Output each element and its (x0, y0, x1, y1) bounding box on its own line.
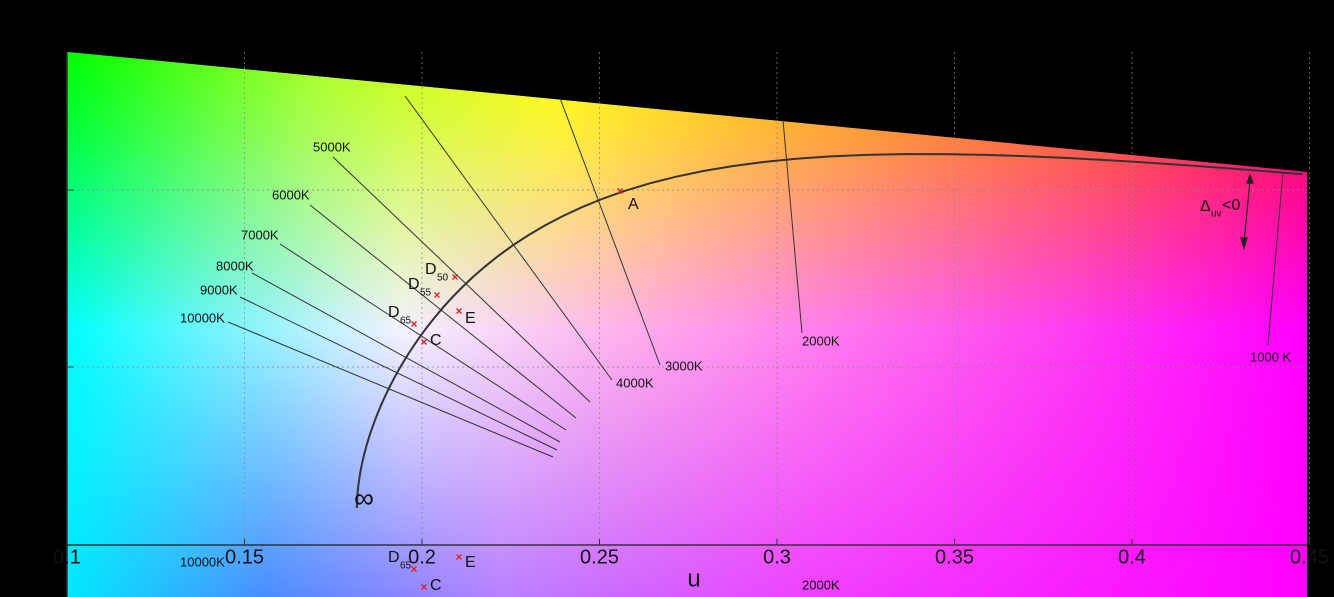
point-marker (617, 188, 623, 194)
isotherm (559, 97, 661, 366)
lower-label: E (465, 554, 476, 571)
point-marker (456, 554, 462, 560)
isotherm (1267, 171, 1284, 346)
infinity: ∞ (354, 482, 374, 513)
isotherm-label: 5000K (313, 139, 351, 154)
isotherm-label: 9000K (200, 282, 238, 297)
lower-sub: 65 (400, 561, 412, 572)
point-marker (421, 339, 427, 345)
x-tick-label: 0.3 (763, 546, 791, 568)
point-label: D (425, 261, 437, 278)
point-marker (411, 321, 417, 327)
isotherm (404, 95, 613, 381)
delta-sub: uv (1211, 209, 1222, 220)
lower-label: 2000K (802, 577, 840, 592)
isotherm (227, 321, 554, 458)
isotherm (782, 119, 803, 334)
x-tick-label: 0.4 (1118, 546, 1146, 568)
point-marker (452, 274, 458, 280)
point-marker (411, 566, 417, 572)
isotherm-label: 7000K (241, 227, 279, 242)
point-label: D (388, 304, 400, 321)
isotherm-label: 4000K (616, 375, 654, 390)
x-tick-label: 0.25 (580, 546, 619, 568)
point-marker (421, 584, 427, 590)
point-label: C (430, 332, 442, 349)
isotherms (227, 95, 1284, 458)
isotherm-label: 8000K (216, 258, 254, 273)
point-label: D (408, 276, 420, 293)
point-label: A (628, 196, 639, 213)
point-sub: 55 (420, 288, 432, 299)
x-tick-label: 0.15 (225, 546, 264, 568)
point-sub: 50 (437, 273, 449, 284)
isotherm-label: 2000K (802, 333, 840, 348)
x-tick-label: 0.35 (935, 546, 974, 568)
planckian-locus (355, 153, 1303, 508)
point-label: E (465, 310, 476, 327)
delta-rest: <0 (1222, 197, 1240, 214)
x-tick-label: 0.1 (53, 546, 81, 568)
lower-label: C (430, 577, 442, 594)
isotherm (239, 296, 558, 451)
isotherm-label: 6000K (272, 187, 310, 202)
color-field (67, 52, 1307, 597)
isotherm-label: 10000K (180, 310, 225, 325)
lower-label: D (388, 549, 400, 566)
x-axis-label: u (687, 565, 700, 592)
lower-label: 10000K (180, 554, 225, 569)
x-tick-label: 0.2 (408, 546, 436, 568)
point-marker (456, 308, 462, 314)
point-marker (434, 292, 440, 298)
isotherm (332, 156, 591, 403)
isotherm (309, 204, 577, 419)
delta-arrow (1240, 173, 1254, 251)
grid (66, 52, 1310, 545)
point-sub: 65 (400, 316, 412, 327)
isotherm (279, 243, 567, 431)
delta-symbol: Δ (1200, 198, 1211, 215)
isotherm-label: 1000 K (1250, 349, 1292, 364)
isotherm-label: 3000K (665, 358, 703, 373)
x-tick-label: 0.45 (1290, 546, 1329, 568)
